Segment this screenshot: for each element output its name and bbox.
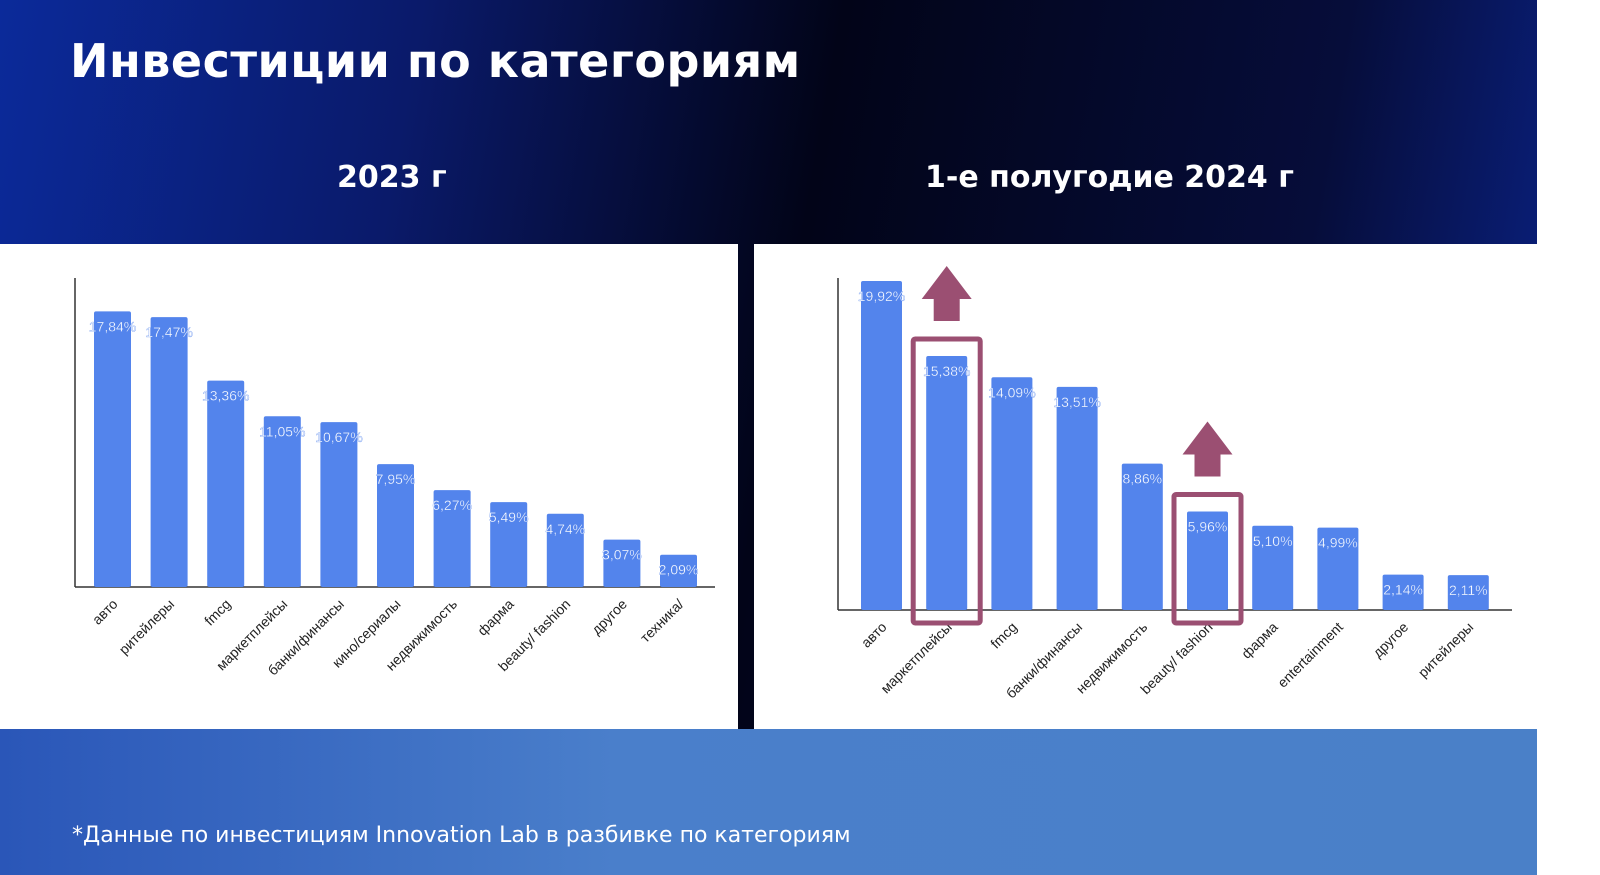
data-label: 17,47%: [145, 324, 192, 340]
data-label: 10,67%: [315, 429, 362, 445]
data-label: 2,11%: [1449, 582, 1488, 598]
category-label: entertainment: [1274, 619, 1346, 691]
data-label: 14,09%: [988, 384, 1035, 400]
bar-0: [861, 280, 902, 610]
category-label: авто: [858, 619, 890, 651]
bar-7: [490, 502, 528, 587]
up-arrow-icon: [921, 265, 972, 321]
bar-1: [150, 317, 188, 587]
bar-6: [433, 490, 471, 587]
category-label: фарма: [474, 596, 517, 639]
data-label: 4,74%: [545, 521, 585, 537]
page-title: Инвестиции по категориям: [70, 34, 801, 88]
bar-10: [660, 554, 697, 587]
bar-0: [94, 311, 131, 587]
bar-7: [1317, 527, 1359, 610]
up-arrow-icon: [1182, 421, 1233, 477]
highlight-box: [910, 336, 983, 626]
bar-6: [1252, 525, 1294, 610]
footer-band: [0, 729, 1537, 875]
data-label: 5,96%: [1188, 519, 1228, 535]
data-label: 4,99%: [1318, 535, 1358, 551]
chart-panel-2023: 17,84% авто 17,47% ритейлеры 13,36% fmcg 11,05…: [0, 244, 738, 729]
chart-2023: 17,84% авто 17,47% ритейлеры 13,36% fmcg 11,05…: [74, 278, 715, 678]
category-label: авто: [89, 596, 121, 628]
data-label: 5,49%: [489, 509, 529, 525]
category-label: техника/: [637, 596, 687, 646]
data-label: 19,92%: [858, 288, 905, 304]
bar-2: [207, 380, 245, 587]
data-label: 11,05%: [259, 423, 305, 439]
chart-2024: 19,92%авто15,38%маркетплейсы14,09%fmcg13…: [837, 265, 1512, 701]
bar-3: [263, 416, 301, 587]
bar-4: [1121, 463, 1163, 610]
category-label: другое: [1369, 619, 1411, 661]
data-label: 6,27%: [432, 497, 472, 513]
data-label: 13,36%: [202, 388, 249, 404]
bar-4: [320, 422, 358, 587]
data-label: 2,09%: [659, 562, 699, 578]
footnote: *Данные по инвестициям Innovation Lab в …: [72, 823, 851, 848]
data-label: 8,86%: [1122, 471, 1162, 487]
chart-title-2023: 2023 г: [337, 160, 447, 195]
data-label: 5,10%: [1253, 533, 1293, 549]
category-label: фарма: [1238, 619, 1281, 662]
bar-5: [377, 464, 414, 587]
category-label: fmcg: [987, 619, 1020, 652]
highlight-box: [1171, 492, 1244, 626]
data-label: 7,95%: [376, 471, 416, 487]
data-label: 15,38%: [923, 363, 970, 379]
chart-title-2024: 1-е полугодие 2024 г: [925, 160, 1294, 195]
data-label: 3,07%: [602, 547, 642, 563]
data-label: 13,51%: [1053, 394, 1100, 410]
category-label: ритейлеры: [116, 596, 178, 658]
data-label: 17,84%: [89, 318, 136, 334]
category-label: fmcg: [201, 596, 234, 629]
category-label: ритейлеры: [1415, 619, 1477, 681]
bar-2: [991, 377, 1033, 610]
bar-5: [1187, 511, 1228, 610]
bar-1: [926, 355, 968, 610]
data-label: 2,14%: [1383, 582, 1423, 598]
category-label: другое: [588, 596, 630, 638]
bar-8: [1382, 574, 1424, 610]
chart-panel-2024: 19,92% авто 15,38% маркетплейсы 14,09% fmcg 13…: [754, 244, 1537, 729]
bar-8: [546, 513, 584, 587]
bar-9: [1447, 575, 1489, 610]
bar-3: [1056, 386, 1098, 610]
bar-9: [603, 539, 641, 587]
